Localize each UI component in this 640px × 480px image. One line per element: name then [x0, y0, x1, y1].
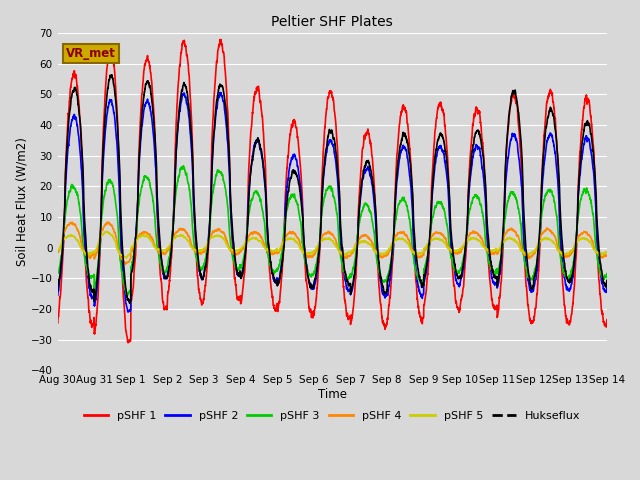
Legend: pSHF 1, pSHF 2, pSHF 3, pSHF 4, pSHF 5, Hukseflux: pSHF 1, pSHF 2, pSHF 3, pSHF 4, pSHF 5, …: [79, 407, 585, 426]
Title: Peltier SHF Plates: Peltier SHF Plates: [271, 15, 393, 29]
Y-axis label: Soil Heat Flux (W/m2): Soil Heat Flux (W/m2): [15, 137, 28, 266]
Text: VR_met: VR_met: [66, 47, 116, 60]
X-axis label: Time: Time: [317, 388, 347, 401]
